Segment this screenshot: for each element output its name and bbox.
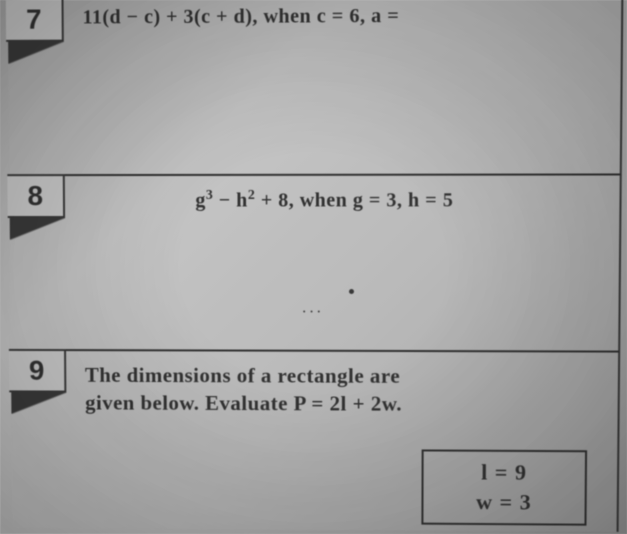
stray-mark	[349, 289, 354, 294]
dimension-l: l = 9	[481, 460, 527, 486]
problem-text: The dimensions of a rectangle are given …	[85, 361, 606, 419]
problem-number: 9	[9, 355, 64, 387]
tab-corner	[8, 42, 64, 64]
problem-7: 7 11(d − c) + 3(c + d), when c = 6, a =	[8, 0, 624, 176]
problem-number-tab: 9	[9, 349, 66, 393]
dimension-w: w = 3	[476, 489, 532, 515]
tab-corner	[10, 218, 66, 240]
problem-9: 9 The dimensions of a rectangle are give…	[11, 351, 620, 532]
worksheet-page: 7 11(d − c) + 3(c + d), when c = 6, a = …	[0, 0, 627, 534]
dimension-box: l = 9 w = 3	[421, 449, 587, 525]
stray-mark: ···	[302, 304, 324, 322]
problem-number-tab: 8	[7, 174, 65, 218]
problem-line-2: given below. Evaluate P = 2l + 2w.	[85, 391, 402, 416]
problem-number: 7	[6, 3, 62, 35]
problem-8: 8 g3 − h2 + 8, when g = 3, h = 5 ···	[9, 175, 621, 352]
problem-number-tab: 7	[6, 0, 64, 42]
problem-expression: g3 − h2 + 8, when g = 3, h = 5	[84, 186, 608, 215]
tab-corner	[11, 392, 66, 414]
problem-line-1: The dimensions of a rectangle are	[85, 363, 400, 388]
problem-number: 8	[7, 180, 63, 212]
problem-expression: 11(d − c) + 3(c + d), when c = 6, a =	[82, 1, 609, 32]
